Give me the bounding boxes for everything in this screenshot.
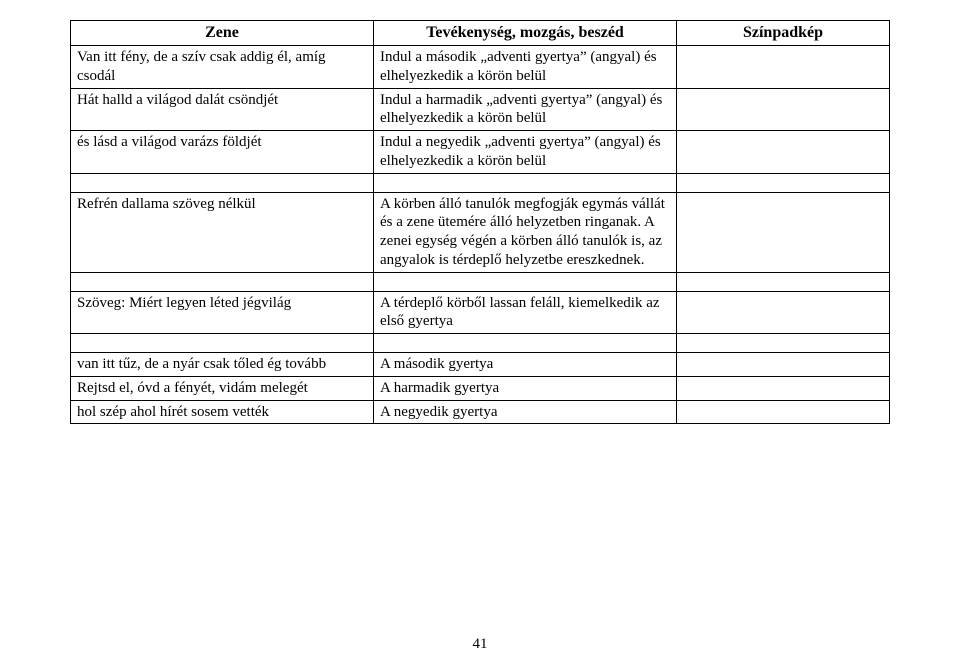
cell-tev: A harmadik gyertya bbox=[374, 376, 677, 400]
table-row-spacer bbox=[71, 173, 890, 192]
cell-szin bbox=[677, 192, 890, 272]
cell-empty bbox=[71, 334, 374, 353]
cell-empty bbox=[677, 173, 890, 192]
table-row-spacer bbox=[71, 272, 890, 291]
table-row: van itt tűz, de a nyár csak tőled ég tov… bbox=[71, 353, 890, 377]
col-header-szinpadkep: Színpadkép bbox=[677, 21, 890, 46]
cell-tev: Indul a második „adventi gyertya” (angya… bbox=[374, 46, 677, 89]
cell-tev: A körben álló tanulók megfogják egymás v… bbox=[374, 192, 677, 272]
cell-tev: A térdeplő körből lassan feláll, kiemelk… bbox=[374, 291, 677, 334]
table-row-spacer bbox=[71, 334, 890, 353]
cell-szin bbox=[677, 376, 890, 400]
cell-tev: A második gyertya bbox=[374, 353, 677, 377]
col-header-zene: Zene bbox=[71, 21, 374, 46]
cell-zene: és lásd a világod varázs földjét bbox=[71, 131, 374, 174]
cell-szin bbox=[677, 353, 890, 377]
cell-zene: Rejtsd el, óvd a fényét, vidám melegét bbox=[71, 376, 374, 400]
cell-empty bbox=[374, 334, 677, 353]
cell-tev: Indul a negyedik „adventi gyertya” (angy… bbox=[374, 131, 677, 174]
page-container: Zene Tevékenység, mozgás, beszéd Színpad… bbox=[0, 0, 960, 424]
cell-zene: hol szép ahol hírét sosem vették bbox=[71, 400, 374, 424]
script-table: Zene Tevékenység, mozgás, beszéd Színpad… bbox=[70, 20, 890, 424]
cell-zene: Hát halld a világod dalát csöndjét bbox=[71, 88, 374, 131]
cell-szin bbox=[677, 46, 890, 89]
cell-szin bbox=[677, 291, 890, 334]
cell-empty bbox=[71, 272, 374, 291]
cell-tev: A negyedik gyertya bbox=[374, 400, 677, 424]
table-row: Rejtsd el, óvd a fényét, vidám melegét A… bbox=[71, 376, 890, 400]
cell-zene: Refrén dallama szöveg nélkül bbox=[71, 192, 374, 272]
table-row: hol szép ahol hírét sosem vették A negye… bbox=[71, 400, 890, 424]
cell-empty bbox=[374, 173, 677, 192]
table-row: Szöveg: Miért legyen léted jégvilág A té… bbox=[71, 291, 890, 334]
table-row: Hát halld a világod dalát csöndjét Indul… bbox=[71, 88, 890, 131]
page-number: 41 bbox=[0, 636, 960, 653]
cell-empty bbox=[71, 173, 374, 192]
cell-szin bbox=[677, 400, 890, 424]
cell-empty bbox=[374, 272, 677, 291]
col-header-tevekenyseg: Tevékenység, mozgás, beszéd bbox=[374, 21, 677, 46]
cell-szin bbox=[677, 88, 890, 131]
table-row: és lásd a világod varázs földjét Indul a… bbox=[71, 131, 890, 174]
cell-zene: van itt tűz, de a nyár csak tőled ég tov… bbox=[71, 353, 374, 377]
cell-empty bbox=[677, 272, 890, 291]
cell-zene: Van itt fény, de a szív csak addig él, a… bbox=[71, 46, 374, 89]
cell-tev: Indul a harmadik „adventi gyertya” (angy… bbox=[374, 88, 677, 131]
table-header-row: Zene Tevékenység, mozgás, beszéd Színpad… bbox=[71, 21, 890, 46]
cell-szin bbox=[677, 131, 890, 174]
cell-zene: Szöveg: Miért legyen léted jégvilág bbox=[71, 291, 374, 334]
table-row: Van itt fény, de a szív csak addig él, a… bbox=[71, 46, 890, 89]
cell-empty bbox=[677, 334, 890, 353]
table-row: Refrén dallama szöveg nélkül A körben ál… bbox=[71, 192, 890, 272]
